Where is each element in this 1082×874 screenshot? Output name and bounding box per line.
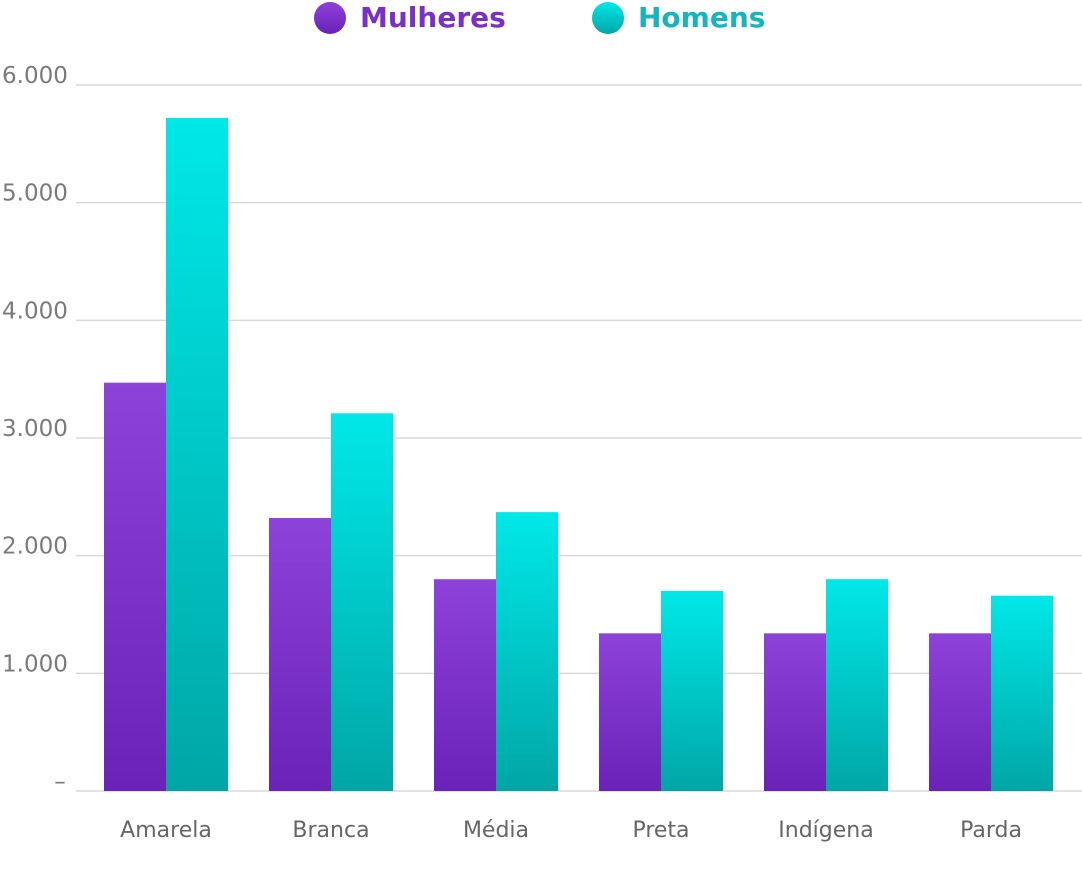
- bar-mulheres-4[interactable]: [764, 633, 826, 791]
- legend-label-homens: Homens: [638, 1, 766, 34]
- bar-homens-1[interactable]: [331, 413, 393, 791]
- x-tick-label-4: Indígena: [778, 818, 873, 843]
- y-tick-label-2: 2.000: [2, 534, 68, 560]
- bar-homens-0[interactable]: [166, 117, 228, 792]
- y-tick-label-5: 5.000: [2, 181, 68, 207]
- y-tick-label-3: 3.000: [2, 416, 68, 442]
- bar-homens-2[interactable]: [496, 512, 558, 791]
- chart-legend: Mulheres Homens: [0, 0, 1082, 36]
- bar-mulheres-1[interactable]: [269, 518, 331, 791]
- grid-lines: [76, 84, 1082, 792]
- legend-item-homens[interactable]: Homens: [592, 0, 765, 36]
- bar-mulheres-3[interactable]: [599, 633, 661, 791]
- y-tick-label-4: 4.000: [2, 298, 68, 324]
- y-axis-ticks: – 1.000 2.000 3.000 4.000 5.000 6.000: [2, 63, 68, 795]
- x-tick-label-1: Branca: [292, 818, 369, 843]
- bar-homens-5[interactable]: [991, 595, 1053, 791]
- bars: [104, 117, 1053, 792]
- bar-mulheres-0[interactable]: [104, 382, 166, 791]
- y-tick-label-0: –: [54, 769, 66, 795]
- legend-marker-mulheres: [314, 2, 346, 34]
- bar-mulheres-5[interactable]: [929, 633, 991, 791]
- x-tick-label-0: Amarela: [120, 818, 212, 843]
- bar-homens-3[interactable]: [661, 590, 723, 791]
- bar-homens-4[interactable]: [826, 579, 888, 791]
- legend-label-mulheres: Mulheres: [360, 1, 506, 34]
- y-tick-label-1: 1.000: [2, 651, 68, 677]
- bar-mulheres-2[interactable]: [434, 579, 496, 791]
- legend-marker-homens: [592, 2, 624, 34]
- y-tick-label-6: 6.000: [2, 63, 68, 89]
- x-tick-label-2: Média: [463, 818, 529, 843]
- x-tick-label-5: Parda: [960, 818, 1022, 843]
- x-tick-label-3: Preta: [632, 818, 689, 843]
- legend-item-mulheres[interactable]: Mulheres: [314, 0, 506, 36]
- x-axis-ticks: Amarela Branca Média Preta Indígena Parda: [120, 818, 1022, 843]
